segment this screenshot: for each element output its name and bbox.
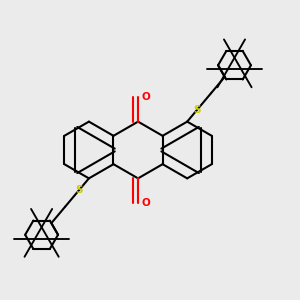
Text: S: S <box>193 105 201 115</box>
Text: O: O <box>141 92 150 102</box>
Text: S: S <box>75 185 83 195</box>
Text: O: O <box>141 198 150 208</box>
